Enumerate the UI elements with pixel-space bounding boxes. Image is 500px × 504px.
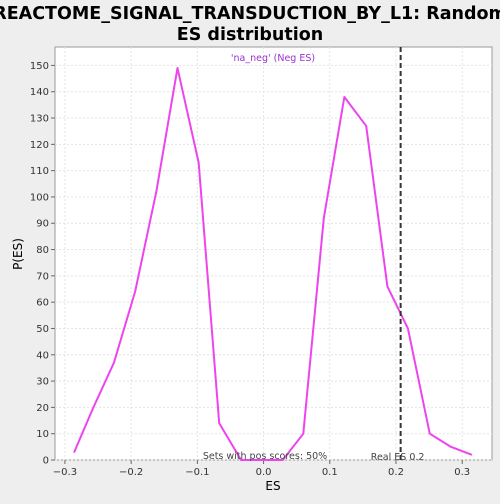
y-axis-label: P(ES) bbox=[11, 238, 25, 270]
y-tick-label: 110 bbox=[30, 166, 49, 177]
x-axis-label: ES bbox=[265, 479, 280, 493]
chart-title-line2: ES distribution bbox=[177, 25, 323, 45]
y-tick-label: 10 bbox=[36, 429, 49, 440]
y-tick-label: 140 bbox=[30, 87, 49, 98]
es-data-point bbox=[323, 217, 325, 219]
plot-area bbox=[54, 46, 493, 461]
es-data-point bbox=[134, 290, 136, 293]
es-data-point bbox=[240, 459, 242, 461]
es-data-point bbox=[343, 96, 346, 98]
es-data-point bbox=[73, 451, 76, 453]
es-data-point bbox=[113, 361, 115, 364]
real-es-label: Real ES 0.2 bbox=[371, 452, 425, 463]
y-tick-label: 90 bbox=[36, 219, 49, 230]
es-data-point bbox=[260, 459, 263, 461]
y-tick-label: 50 bbox=[36, 324, 49, 335]
es-data-point bbox=[428, 432, 431, 435]
y-tick-label: 150 bbox=[30, 61, 49, 72]
y-tick-label: 80 bbox=[36, 245, 49, 256]
es-data-point bbox=[450, 446, 452, 448]
grid-lines bbox=[55, 47, 492, 461]
es-data-point bbox=[176, 67, 179, 69]
y-tick-label: 0 bbox=[43, 456, 49, 467]
y-tick-label: 120 bbox=[30, 140, 49, 151]
pos-scores-annotation: Sets with pos scores: 50% bbox=[203, 451, 327, 462]
y-tick-label: 60 bbox=[36, 298, 49, 309]
es-data-point bbox=[470, 453, 473, 456]
y-axis-ticks: 0 10 20 30 40 50 60 70 80 90 100 110 120 130 140 150 bbox=[30, 61, 55, 467]
y-tick-label: 20 bbox=[36, 403, 49, 414]
x-tick-label: 0.1 bbox=[322, 467, 338, 478]
chart-title-line1: REACTOME_SIGNAL_TRANSDUCTION_BY_L1: Rand… bbox=[0, 4, 500, 24]
y-tick-label: 70 bbox=[36, 271, 49, 282]
x-tick-label: −0.1 bbox=[185, 467, 209, 478]
es-data-point bbox=[302, 432, 305, 435]
y-tick-label: 130 bbox=[30, 114, 49, 125]
es-data-point bbox=[92, 406, 95, 409]
x-tick-label: 0.2 bbox=[388, 467, 404, 478]
es-data-point bbox=[386, 285, 389, 288]
x-tick-label: 0.0 bbox=[256, 467, 272, 478]
es-data-point bbox=[155, 190, 158, 193]
y-tick-label: 30 bbox=[36, 377, 49, 388]
x-axis-ticks: −0.3 −0.2 −0.1 0.0 0.1 0.2 0.3 bbox=[53, 460, 470, 478]
es-data-point bbox=[197, 161, 200, 164]
y-tick-label: 100 bbox=[30, 192, 49, 203]
es-data-point bbox=[218, 422, 221, 424]
es-data-point bbox=[365, 125, 367, 127]
x-tick-label: −0.3 bbox=[53, 467, 77, 478]
y-tick-label: 40 bbox=[36, 350, 49, 361]
es-data-point bbox=[281, 459, 284, 461]
x-tick-label: −0.2 bbox=[119, 467, 143, 478]
legend-entry: 'na_neg' (Neg ES) bbox=[231, 53, 315, 64]
es-data-point bbox=[407, 327, 409, 330]
x-tick-label: 0.3 bbox=[454, 467, 470, 478]
es-data-points bbox=[73, 67, 473, 461]
es-density-line bbox=[73, 67, 472, 461]
